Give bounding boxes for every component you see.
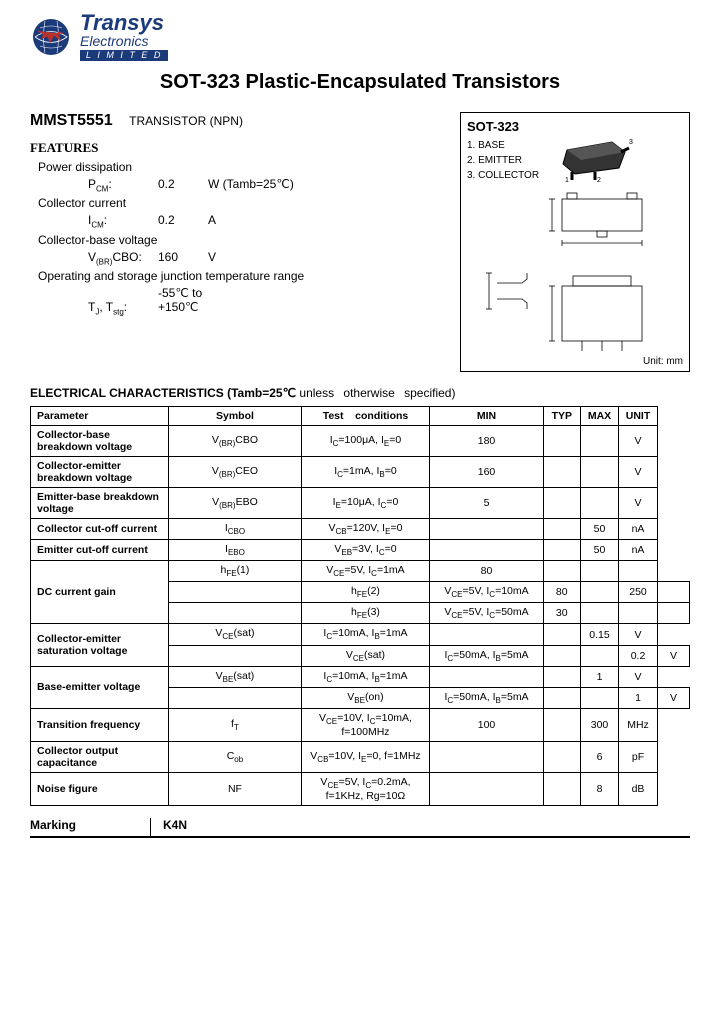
company-logo: Transys Electronics L I M I T E D	[30, 12, 690, 61]
marking-section: Marking K4N	[30, 818, 690, 838]
logo-tag: L I M I T E D	[80, 50, 168, 61]
svg-text:3: 3	[629, 139, 633, 146]
package-diagram: SOT-323 1. BASE2. EMITTER3. COLLECTOR 1 …	[460, 112, 690, 372]
table-row: Transition frequencyfTVCE=10V, IC=10mA, …	[31, 708, 690, 741]
svg-text:1: 1	[565, 177, 569, 184]
table-header: Symbol	[169, 407, 301, 426]
table-header: Parameter	[31, 407, 169, 426]
table-row: Base-emitter voltageVBE(sat)IC=10mA, IB=…	[31, 666, 690, 687]
table-row: Collector-base breakdown voltageV(BR)CBO…	[31, 426, 690, 457]
pin-item: 1. BASE	[467, 138, 539, 153]
feature-row: Collector-base voltage V(BR)CBO:160V	[30, 233, 440, 266]
features-section: MMST5551 TRANSISTOR (NPN) FEATURES Power…	[30, 112, 440, 372]
svg-text:2: 2	[597, 177, 601, 184]
globe-icon	[30, 16, 72, 58]
pin-item: 3. COLLECTOR	[467, 168, 539, 183]
feature-row: Collector current ICM:0.2A	[30, 196, 440, 229]
document-title: SOT-323 Plastic-Encapsulated Transistors	[30, 71, 690, 94]
logo-company: Transys	[80, 12, 168, 34]
feature-row: Operating and storage junction temperatu…	[30, 269, 440, 316]
table-header: MAX	[580, 407, 618, 426]
logo-division: Electronics	[80, 34, 168, 48]
pin-item: 2. EMITTER	[467, 153, 539, 168]
features-heading: FEATURES	[30, 140, 440, 156]
characteristics-table: ParameterSymbolTest conditionsMINTYPMAXU…	[30, 406, 690, 806]
table-row: Collector-emitter saturation voltageVCE(…	[31, 624, 690, 645]
table-row: Noise figureNFVCE=5V, IC=0.2mA, f=1KHz, …	[31, 772, 690, 805]
feature-row: Power dissipation PCM:0.2W (Tamb=25℃)	[30, 160, 440, 193]
marking-value: K4N	[150, 818, 690, 838]
table-header: MIN	[430, 407, 543, 426]
part-description: TRANSISTOR (NPN)	[129, 114, 243, 128]
package-3d-icon: 1 2 3	[547, 130, 637, 185]
table-row: DC current gainhFE(1)VCE=5V, IC=1mA80	[31, 561, 690, 582]
table-row: Collector cut-off currentICBOVCB=120V, I…	[31, 519, 690, 540]
table-header: UNIT	[619, 407, 658, 426]
table-row: Collector-emitter breakdown voltageV(BR)…	[31, 457, 690, 488]
package-dimensions-drawing	[467, 191, 683, 366]
table-header: Test conditions	[301, 407, 430, 426]
marking-label: Marking	[30, 818, 150, 838]
pin-list: 1. BASE2. EMITTER3. COLLECTOR	[467, 138, 539, 185]
table-row: Collector output capacitanceCobVCB=10V, …	[31, 741, 690, 772]
table-row: Emitter-base breakdown voltageV(BR)EBOIE…	[31, 488, 690, 519]
table-row: Emitter cut-off currentIEBOVEB=3V, IC=05…	[31, 540, 690, 561]
part-number: MMST5551	[30, 112, 113, 129]
unit-label: Unit: mm	[643, 356, 683, 367]
table-header: TYP	[543, 407, 580, 426]
electrical-header: ELECTRICAL CHARACTERISTICS (Tamb=25℃ unl…	[30, 386, 690, 400]
